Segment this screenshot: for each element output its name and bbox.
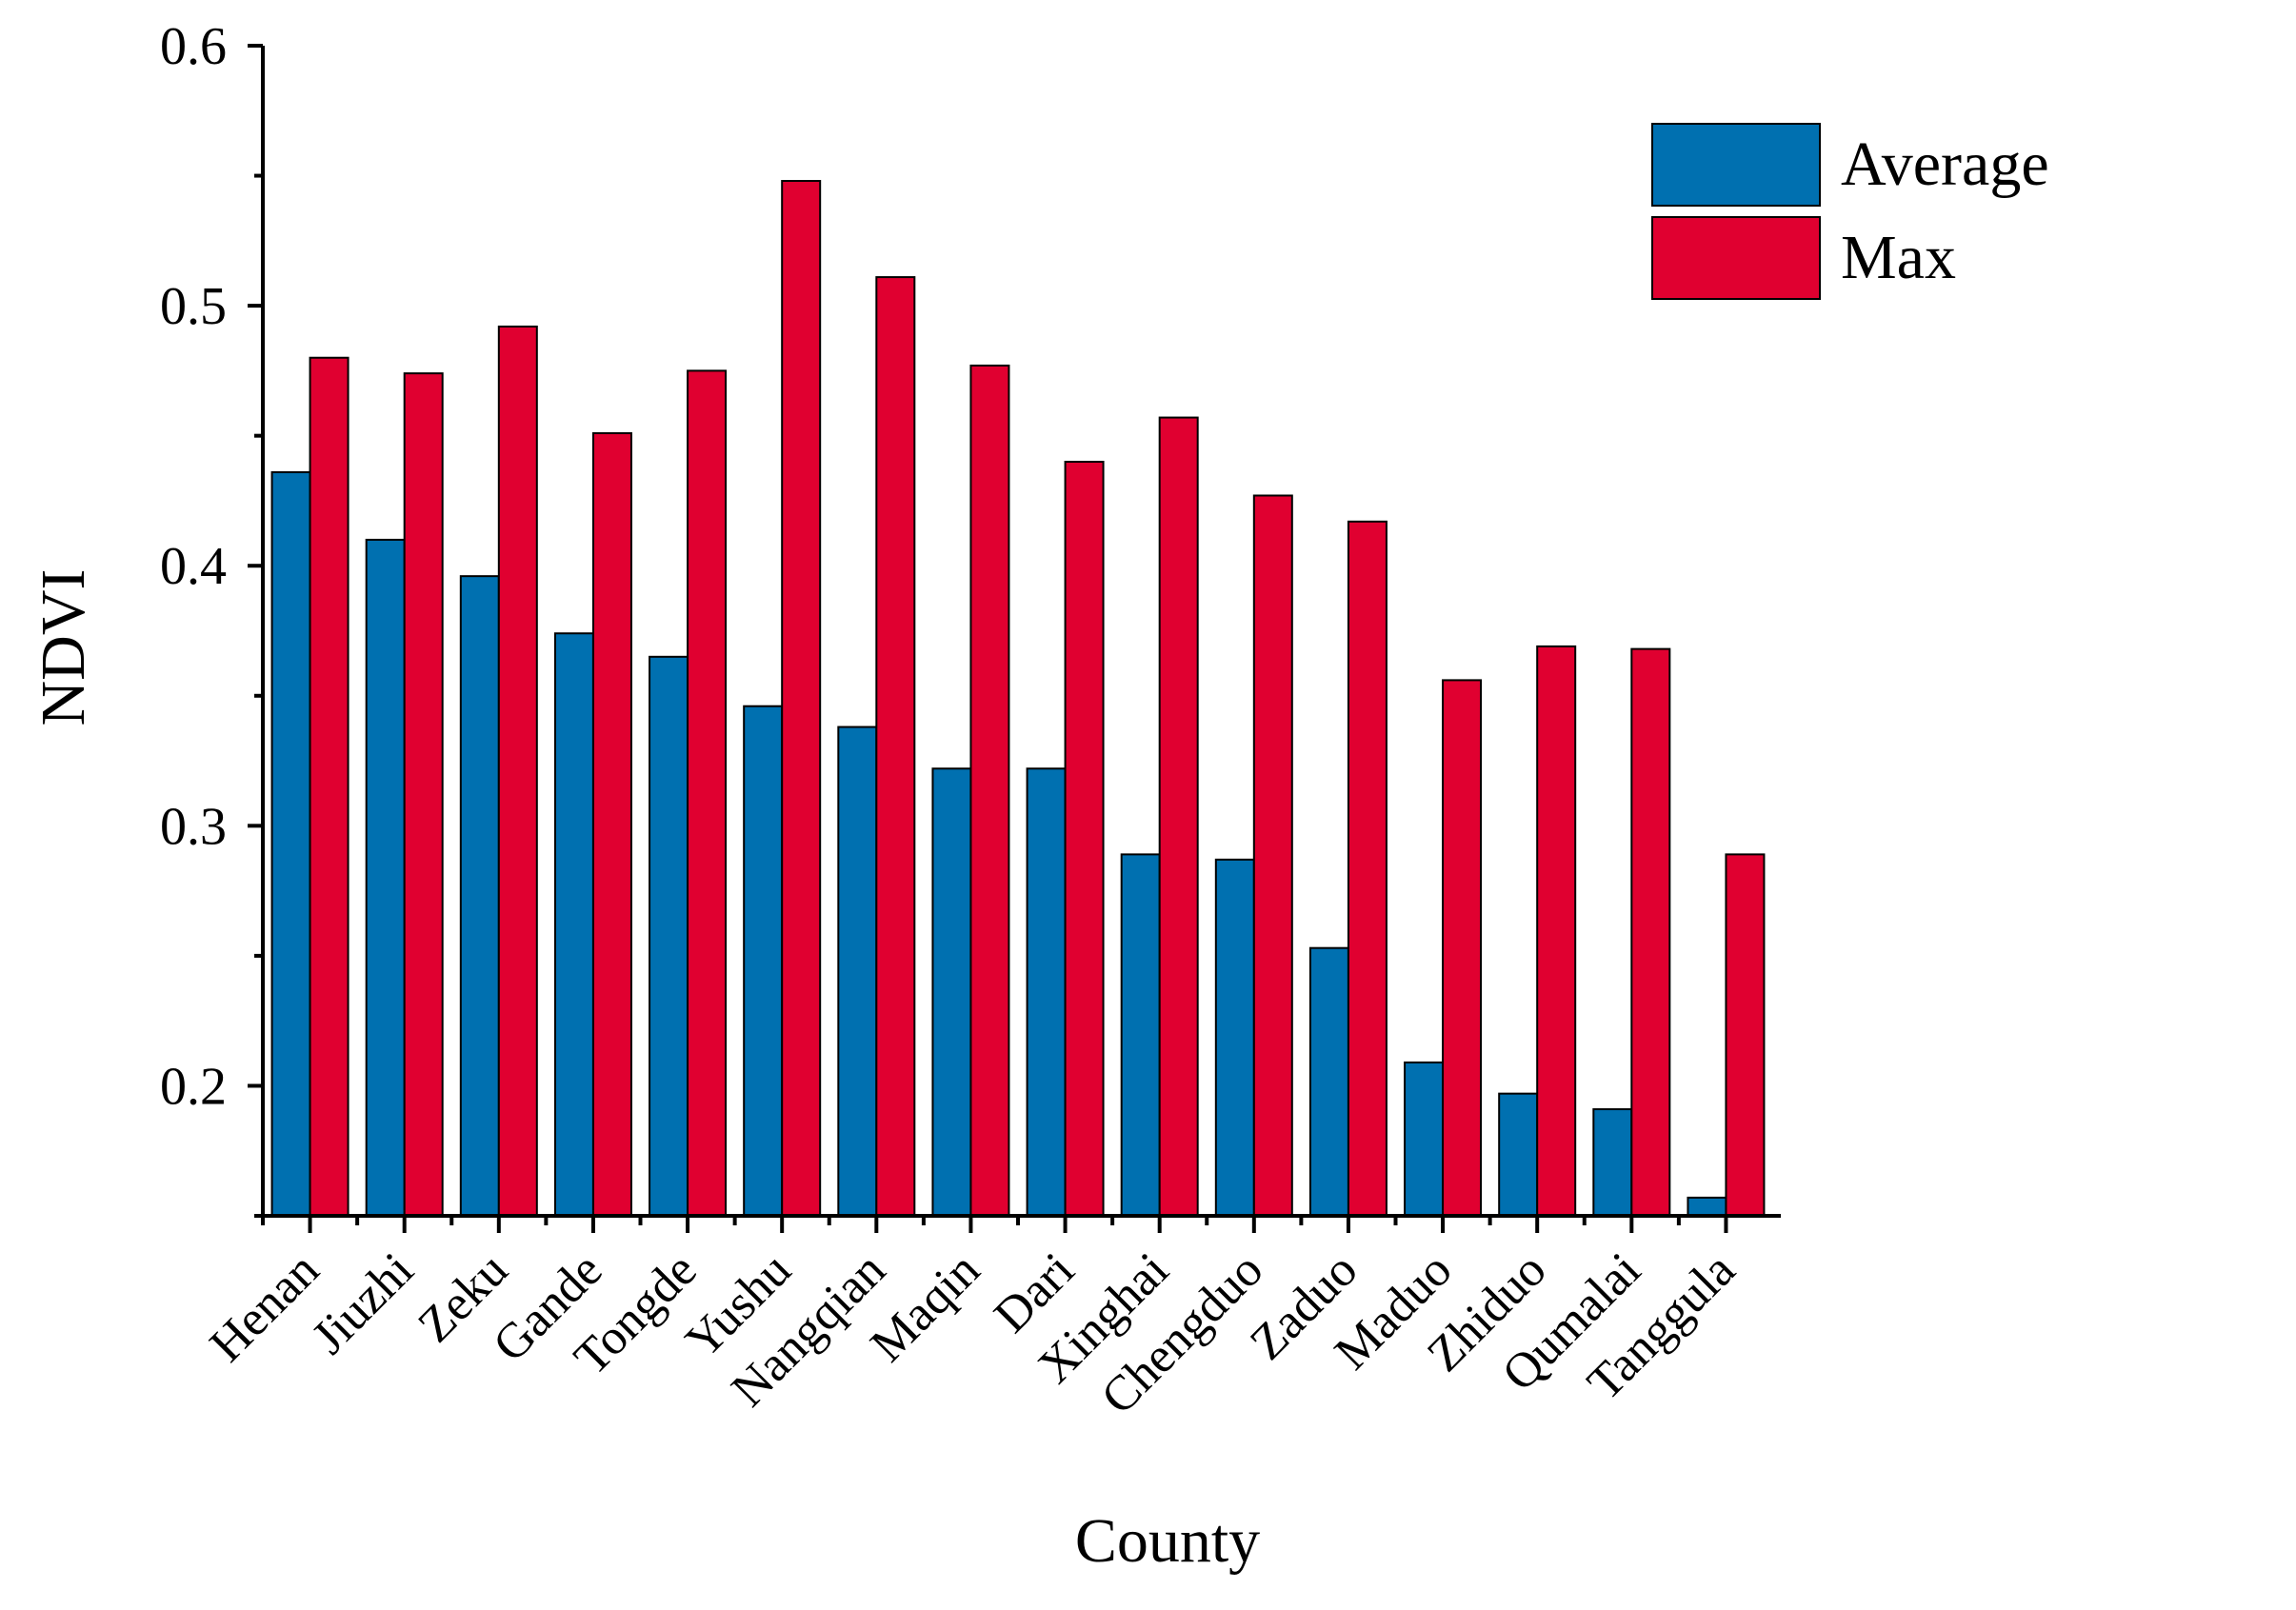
bar-average-zeku: [459, 575, 500, 1217]
bar-average-jiuzhi: [365, 538, 406, 1217]
bar-average-zhiduo: [1498, 1092, 1539, 1218]
bar-average-xinghai: [1120, 853, 1161, 1217]
bars-group: [270, 180, 1766, 1218]
legend-label-max: Max: [1841, 223, 1956, 292]
bar-max-zhiduo: [1536, 645, 1577, 1217]
bar-max-tanggula: [1725, 853, 1766, 1217]
bar-average-henan: [270, 470, 311, 1217]
legend-swatch-max: [1651, 216, 1821, 300]
bar-average-chengduo: [1214, 858, 1255, 1217]
bar-max-dari: [1064, 460, 1105, 1217]
legend-label-average: Average: [1841, 129, 2049, 199]
bar-max-chengduo: [1252, 494, 1293, 1217]
y-tick-label: 0.2: [160, 1057, 227, 1116]
bar-max-qumalai: [1630, 647, 1671, 1217]
bar-max-jiuzhi: [403, 372, 444, 1217]
bar-average-qumalai: [1592, 1108, 1633, 1217]
bar-average-zaduo: [1308, 946, 1349, 1217]
y-tick-label: 0.6: [160, 17, 227, 76]
bar-average-tanggula: [1687, 1196, 1727, 1217]
bar-max-tongde: [687, 369, 728, 1217]
x-axis-title: County: [1075, 1506, 1260, 1576]
bar-max-henan: [309, 356, 349, 1217]
bar-average-dari: [1026, 767, 1067, 1217]
bar-average-tongde: [649, 655, 689, 1217]
y-tick-label: 0.3: [160, 797, 227, 856]
y-tick-label: 0.4: [160, 537, 227, 596]
bar-average-maduo: [1404, 1061, 1445, 1218]
bar-max-xinghai: [1158, 416, 1199, 1217]
bar-max-maqin: [969, 364, 1010, 1217]
y-axis-ticks: 0.2 0.3 0.4 0.5 0.6: [160, 17, 263, 1218]
bar-max-maduo: [1442, 679, 1483, 1217]
y-tick-label: 0.5: [160, 277, 227, 336]
x-tick-label-jiuzhi: Jiuzhi: [302, 1242, 424, 1364]
x-axis-ticks: HenanJiuzhiZekuGandeTongdeYushuNangqianM…: [200, 1216, 1746, 1425]
bar-average-gande: [553, 632, 594, 1217]
bar-max-zeku: [497, 325, 538, 1217]
x-tick-label-maqin: Maqin: [861, 1242, 990, 1372]
bar-average-maqin: [931, 767, 972, 1217]
legend: Average Max: [1651, 123, 2049, 300]
bar-average-yushu: [743, 705, 784, 1217]
bar-max-gande: [591, 431, 632, 1217]
bar-average-nangqian: [837, 725, 878, 1217]
bar-max-zaduo: [1347, 520, 1388, 1217]
bar-max-yushu: [781, 180, 822, 1217]
y-axis-title: NDVI: [29, 569, 98, 726]
bar-max-nangqian: [875, 276, 916, 1217]
x-tick-label-henan: Henan: [200, 1242, 329, 1372]
legend-swatch-average: [1651, 123, 1821, 207]
